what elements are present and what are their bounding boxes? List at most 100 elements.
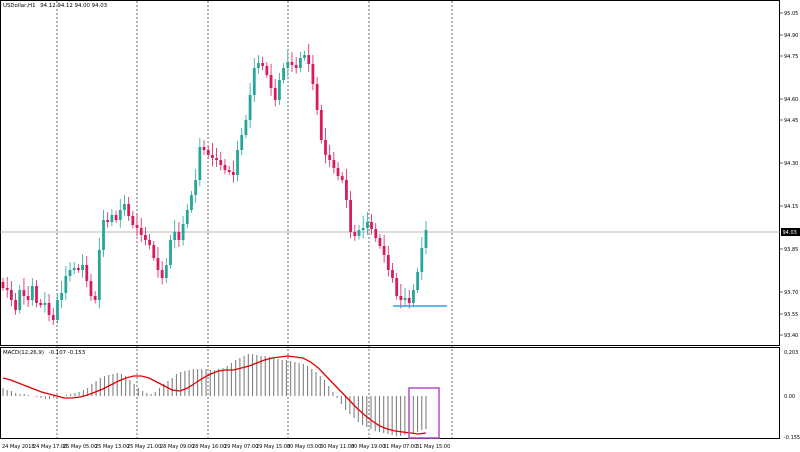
price-tick-label: 94.15 bbox=[784, 204, 798, 210]
price-tick-label: 93.55 bbox=[784, 312, 798, 318]
candle-body bbox=[56, 300, 59, 320]
candle-body bbox=[399, 296, 403, 300]
macd-tick-label: 0.203 bbox=[784, 350, 798, 356]
candle-body bbox=[110, 215, 114, 222]
time-tick-label: 25 May 21:00 bbox=[127, 444, 161, 450]
candle-body bbox=[319, 110, 323, 140]
candle-body bbox=[416, 272, 420, 290]
price-tick-label: 93.70 bbox=[784, 290, 798, 296]
candle-body bbox=[223, 165, 227, 170]
candle-body bbox=[311, 64, 315, 84]
candle-body bbox=[403, 298, 407, 300]
time-tick-label: 29 May 15:00 bbox=[256, 444, 290, 450]
price-tick-label: 94.90 bbox=[784, 33, 798, 39]
candle-body bbox=[215, 158, 218, 160]
candle-body bbox=[206, 150, 210, 155]
candle-body bbox=[43, 303, 47, 305]
candle-body bbox=[286, 62, 290, 68]
time-tick-label: 30 May 03:00 bbox=[287, 444, 321, 450]
price-tick-label: 95.05 bbox=[784, 11, 798, 17]
candle-body bbox=[160, 270, 164, 278]
time-tick-label: 30 May 19:00 bbox=[351, 444, 385, 450]
candle-body bbox=[231, 172, 235, 175]
candle-body bbox=[152, 245, 156, 258]
candle-body bbox=[252, 68, 256, 95]
candle-body bbox=[307, 55, 311, 64]
candle-body bbox=[89, 281, 93, 296]
candle-body bbox=[365, 222, 369, 228]
candle-body bbox=[303, 55, 306, 58]
time-tick-label: 28 May 16:00 bbox=[192, 444, 226, 450]
price-tick-label: 94.30 bbox=[784, 161, 798, 167]
candle-body bbox=[47, 303, 51, 315]
candle-body bbox=[361, 228, 365, 230]
price-tick-label: 94.60 bbox=[784, 97, 798, 103]
candle-body bbox=[324, 140, 327, 155]
candle-body bbox=[114, 215, 118, 220]
candle-body bbox=[169, 240, 172, 265]
time-tick-label: 31 May 15:00 bbox=[416, 444, 450, 450]
candle-body bbox=[185, 210, 189, 224]
candle-body bbox=[395, 278, 399, 296]
candle-body bbox=[261, 63, 265, 66]
current-price-label: 94.03 bbox=[783, 230, 797, 236]
price-pane-frame bbox=[0, 0, 780, 346]
candle-body bbox=[378, 238, 382, 246]
candle-body bbox=[127, 204, 131, 216]
current-price-badge bbox=[781, 228, 800, 236]
time-tick-label: 24 May 17:00 bbox=[33, 444, 67, 450]
time-tick-label: 29 May 07:00 bbox=[224, 444, 258, 450]
candle-body bbox=[72, 268, 76, 270]
time-tick-label: 28 May 09:00 bbox=[160, 444, 194, 450]
candle-body bbox=[278, 80, 281, 100]
candle-body bbox=[118, 210, 122, 220]
candle-body bbox=[76, 268, 80, 270]
candle-body bbox=[51, 315, 55, 320]
candle-body bbox=[106, 220, 110, 222]
candle-body bbox=[9, 290, 13, 300]
candle-body bbox=[1, 282, 5, 288]
candle-body bbox=[5, 288, 9, 290]
candle-body bbox=[177, 232, 181, 240]
candle-body bbox=[202, 147, 206, 150]
price-tick-label: 93.85 bbox=[784, 247, 798, 253]
candle-body bbox=[156, 258, 160, 270]
candle-body bbox=[345, 180, 348, 200]
highlight-box[interactable] bbox=[408, 387, 440, 439]
candle-body bbox=[290, 62, 294, 65]
candle-body bbox=[139, 228, 143, 235]
price-tick-label: 94.45 bbox=[784, 118, 798, 124]
candle-body bbox=[236, 150, 239, 175]
candle-body bbox=[332, 160, 336, 168]
time-tick-label: 25 May 13:00 bbox=[95, 444, 129, 450]
candle-body bbox=[93, 296, 97, 300]
candle-body bbox=[382, 246, 386, 255]
symbol-title: USDollar,H1 94.12 94.12 94.00 94.03 bbox=[3, 3, 107, 9]
macd-tick-label: 0.00 bbox=[784, 394, 795, 400]
candle-body bbox=[244, 120, 248, 135]
candle-body bbox=[135, 225, 139, 228]
macd-signal-line bbox=[2, 355, 427, 435]
candle-body bbox=[357, 230, 361, 236]
candle-body bbox=[60, 293, 64, 300]
candle-body bbox=[85, 265, 89, 281]
candle-body bbox=[97, 250, 101, 300]
candle-body bbox=[273, 88, 277, 100]
candle-body bbox=[298, 58, 302, 68]
candle-body bbox=[35, 286, 38, 303]
candle-body bbox=[22, 290, 26, 296]
candle-body bbox=[294, 65, 298, 68]
candle-body bbox=[420, 248, 424, 272]
candle-body bbox=[370, 222, 373, 229]
candle-body bbox=[386, 255, 390, 270]
candle-body bbox=[64, 276, 68, 293]
candle-body bbox=[131, 216, 135, 225]
time-tick-label: 25 May 05:00 bbox=[63, 444, 97, 450]
candle-body bbox=[148, 240, 151, 245]
candle-body bbox=[143, 235, 147, 240]
price-tick-label: 94.75 bbox=[784, 54, 798, 60]
candle-body bbox=[240, 135, 244, 150]
candle-body bbox=[198, 147, 202, 180]
